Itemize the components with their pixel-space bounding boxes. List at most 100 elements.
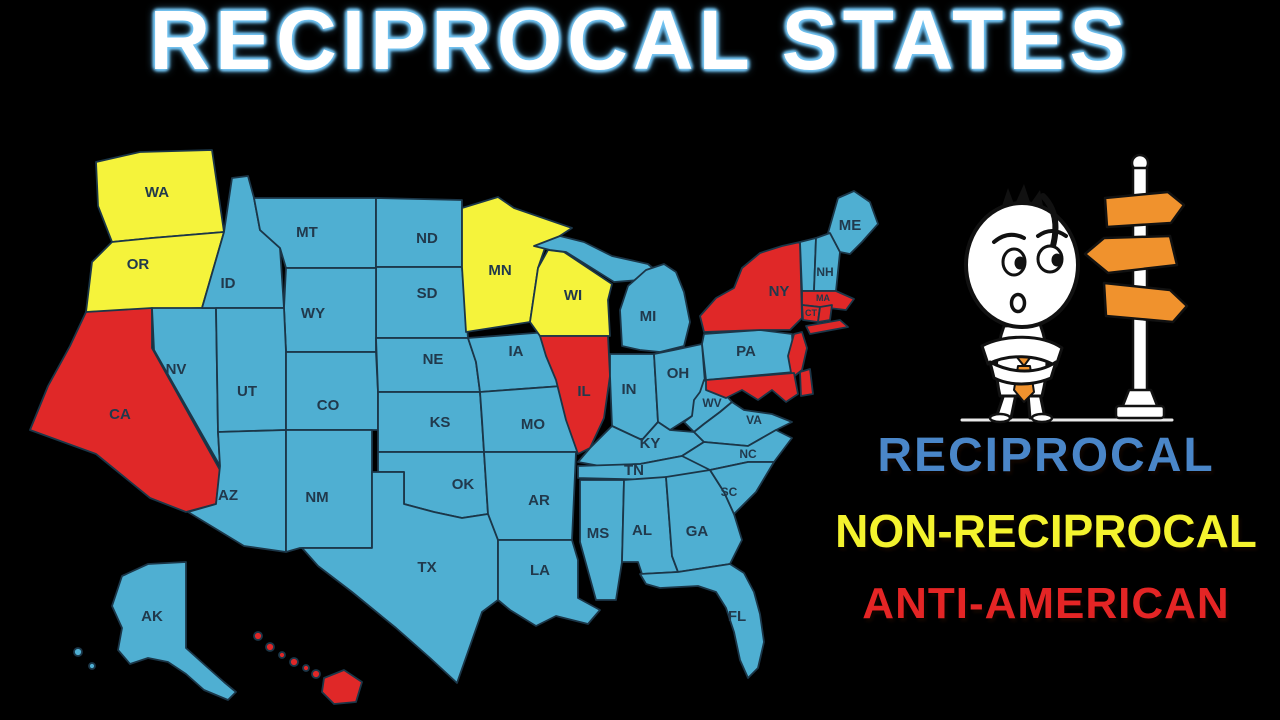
state-de (799, 368, 814, 397)
state-label: NE (423, 351, 444, 368)
state-md (705, 372, 799, 403)
map-state-labels: WA OR CA NV ID MT WY UT CO AZ NM ND SD N… (109, 184, 861, 625)
state-label: CA (109, 406, 131, 423)
state-ak-island (73, 647, 83, 657)
state-label: AZ (218, 487, 238, 504)
state-label: OR (127, 256, 150, 273)
state-ut (215, 307, 287, 433)
state-label: OH (667, 365, 690, 382)
state-label: TX (417, 559, 436, 576)
state-label: UT (237, 383, 257, 400)
state-label: SD (417, 285, 438, 302)
state-label: AL (632, 522, 652, 539)
state-sd (375, 266, 469, 339)
state-hi-island (289, 657, 299, 667)
state-label: KY (640, 435, 661, 452)
state-label: MI (640, 308, 657, 325)
state-label: FL (728, 608, 746, 625)
legend-item-anti-american: Anti-American (862, 579, 1230, 628)
state-mn (461, 196, 573, 333)
state-ca (29, 307, 221, 513)
hair-spike (1031, 190, 1043, 206)
cartoon-man (964, 184, 1080, 424)
state-or (85, 231, 225, 313)
state-label: MT (296, 224, 318, 241)
state-label: NH (816, 265, 833, 279)
state-hi-island (311, 669, 321, 679)
state-label: AK (141, 608, 163, 625)
state-label: IA (509, 343, 524, 360)
sign-arrow-left-icon (1083, 234, 1179, 275)
state-la (497, 539, 601, 627)
sign-arrow-right-icon (1102, 281, 1189, 324)
state-label: VA (746, 413, 762, 427)
legend-item-reciprocal: Reciprocal (877, 429, 1215, 482)
state-nj (787, 331, 808, 379)
crossed-arms (980, 335, 1064, 368)
crossed-arms (988, 360, 1058, 386)
state-mi-lower (619, 263, 691, 353)
state-label: CO (317, 397, 340, 414)
state-hi-island (278, 651, 286, 659)
state-label: WV (702, 396, 721, 410)
state-label: NC (739, 447, 757, 461)
state-nm (285, 429, 373, 553)
pupil (1014, 256, 1026, 270)
state-ak (111, 561, 237, 701)
state-ny (699, 241, 803, 333)
state-label: ID (221, 275, 236, 292)
state-label: LA (530, 562, 550, 579)
state-label: NM (305, 489, 328, 506)
sign-arrow-right-icon (1103, 190, 1186, 229)
eyebrow (1036, 229, 1068, 238)
state-me (827, 190, 879, 255)
signpost-icon (1083, 153, 1189, 420)
hair-swoosh (1040, 193, 1059, 249)
state-co (285, 351, 379, 431)
state-ny-long-island (805, 319, 849, 335)
state-label: IN (622, 381, 637, 398)
page-title: Reciprocal States (149, 0, 1131, 87)
state-label: NV (166, 361, 187, 378)
state-label: GA (686, 523, 709, 540)
state-label: KS (430, 414, 451, 431)
state-wy (283, 267, 377, 353)
thinking-man-illustration (960, 153, 1189, 424)
mouth (1009, 292, 1027, 314)
state-label: TN (624, 462, 644, 479)
state-fl (639, 563, 765, 679)
state-label: IL (577, 383, 590, 400)
state-label: WA (145, 184, 169, 201)
state-ri (817, 304, 833, 323)
eyebrow (992, 232, 1026, 244)
state-label: WY (301, 305, 325, 322)
state-ak-island (88, 662, 96, 670)
state-label: MA (816, 293, 830, 303)
state-hi-island (302, 664, 310, 672)
hair-spike (1002, 188, 1014, 206)
legend-item-non-reciprocal: Non-Reciprocal (835, 505, 1257, 557)
state-label: ND (416, 230, 438, 247)
hair-spike (1016, 184, 1030, 202)
state-label: OK (452, 476, 475, 493)
state-label: SC (721, 485, 738, 499)
pupil (1051, 253, 1063, 267)
state-hi-island (253, 631, 263, 641)
state-label: NY (769, 283, 790, 300)
legend: Reciprocal Non-Reciprocal Anti-American (812, 432, 1280, 626)
state-label: MS (587, 525, 610, 542)
state-label: WI (564, 287, 582, 304)
state-label: CT (805, 308, 817, 318)
state-hi-big-island (321, 669, 363, 705)
state-label: MN (488, 262, 511, 279)
state-sc (709, 461, 775, 515)
state-label: ME (839, 217, 862, 234)
state-label: PA (736, 343, 756, 360)
map-states (29, 149, 879, 705)
state-label: MO (521, 416, 545, 433)
state-hi-island (265, 642, 275, 652)
state-label: AR (528, 492, 550, 509)
state-tx (301, 471, 499, 684)
